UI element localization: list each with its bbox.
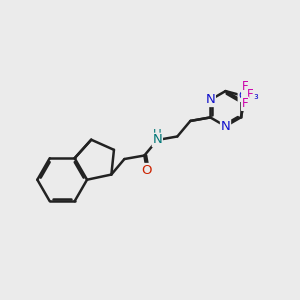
Text: F: F xyxy=(242,97,248,110)
Text: CH₃: CH₃ xyxy=(238,91,259,101)
Text: N: N xyxy=(206,93,215,106)
Text: F: F xyxy=(247,88,253,101)
Text: F: F xyxy=(242,80,248,92)
Text: N: N xyxy=(152,134,162,146)
Text: H: H xyxy=(153,128,162,140)
Text: N: N xyxy=(220,120,230,133)
Text: O: O xyxy=(142,164,152,177)
